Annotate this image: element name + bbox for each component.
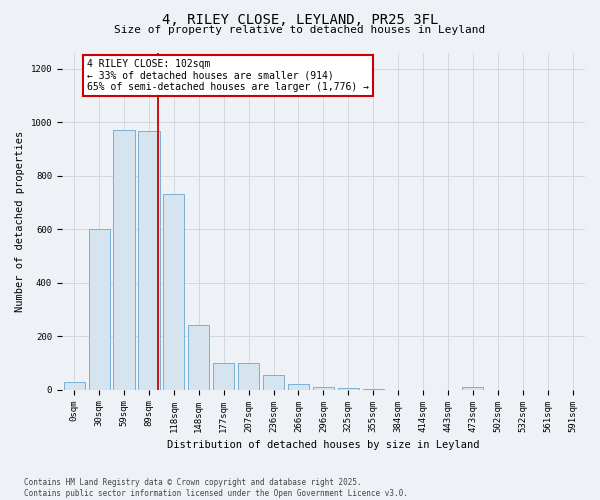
X-axis label: Distribution of detached houses by size in Leyland: Distribution of detached houses by size … (167, 440, 479, 450)
Bar (113, 130, 134, 390)
Bar (288, 384, 309, 390)
Bar (139, 132, 160, 390)
Text: Size of property relative to detached houses in Leyland: Size of property relative to detached ho… (115, 25, 485, 35)
Bar (89, 229, 110, 390)
Bar (238, 363, 259, 390)
Bar (362, 389, 384, 390)
Bar (263, 375, 284, 390)
Bar (188, 326, 209, 390)
Bar (213, 363, 235, 390)
Bar (313, 387, 334, 390)
Y-axis label: Number of detached properties: Number of detached properties (15, 130, 25, 312)
Bar (163, 194, 184, 390)
Text: 4, RILEY CLOSE, LEYLAND, PR25 3FL: 4, RILEY CLOSE, LEYLAND, PR25 3FL (162, 12, 438, 26)
Text: 4 RILEY CLOSE: 102sqm
← 33% of detached houses are smaller (914)
65% of semi-det: 4 RILEY CLOSE: 102sqm ← 33% of detached … (86, 59, 368, 92)
Text: Contains HM Land Registry data © Crown copyright and database right 2025.
Contai: Contains HM Land Registry data © Crown c… (24, 478, 408, 498)
Bar (462, 387, 484, 390)
Bar (64, 382, 85, 390)
Bar (338, 388, 359, 390)
